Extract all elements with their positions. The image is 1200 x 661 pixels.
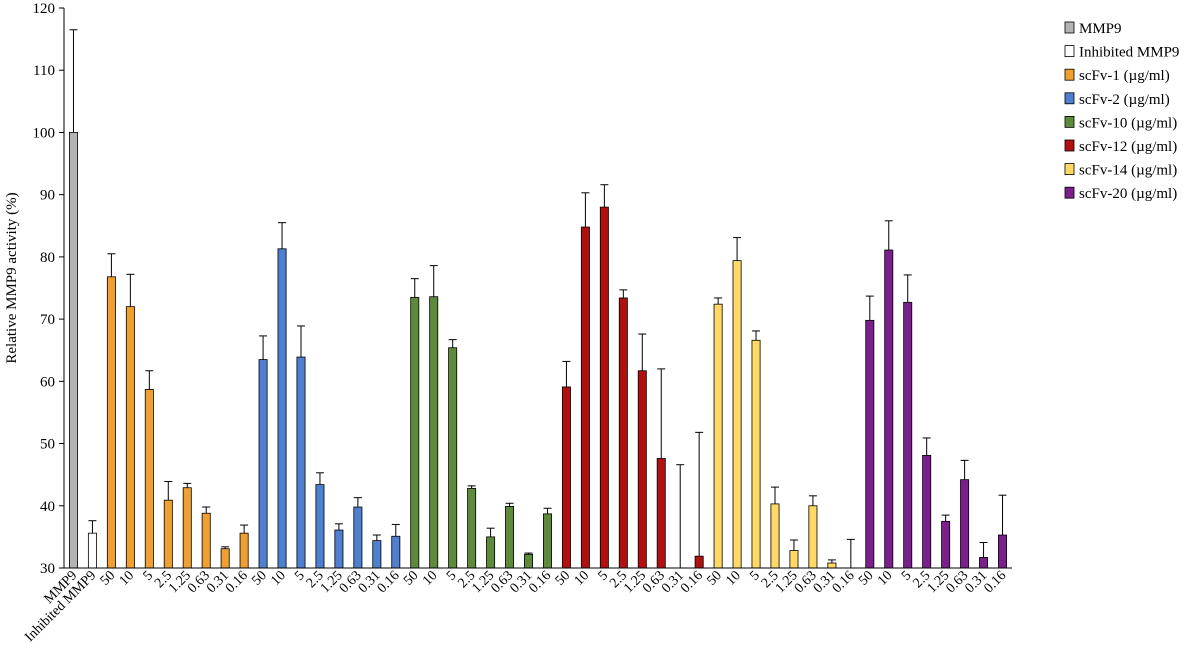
bar: [277, 248, 287, 569]
x-tick-label: 0.16: [526, 568, 554, 596]
bar: [998, 534, 1007, 569]
bar: [580, 226, 590, 569]
x-tick-label: 0.16: [830, 568, 858, 596]
legend-swatch: [1064, 21, 1075, 34]
legend-label: scFv-14 (µg/ml): [1079, 163, 1177, 179]
legend-swatch: [1064, 68, 1075, 81]
bar: [656, 458, 666, 569]
legend-label: scFv-10 (µg/ml): [1079, 115, 1177, 131]
bar: [315, 484, 325, 569]
y-tick-label: 120: [33, 1, 56, 17]
bar: [618, 297, 628, 569]
bar: [827, 562, 837, 569]
y-tick-label: 60: [40, 374, 55, 390]
legend-swatch: [1064, 139, 1075, 152]
x-tick-label: 10: [268, 568, 289, 589]
bar: [770, 503, 780, 569]
x-tick-label: 0.16: [223, 568, 251, 596]
bar: [144, 389, 154, 569]
bar: [599, 206, 609, 569]
bar: [505, 505, 515, 569]
x-tick-label: 10: [572, 568, 593, 589]
legend-label: Inhibited MMP9: [1079, 45, 1179, 61]
bar: [467, 487, 477, 569]
bar: [106, 276, 116, 569]
bar: [922, 454, 932, 569]
bar: [296, 356, 306, 569]
legend-swatch: [1064, 116, 1075, 128]
bar: [410, 296, 420, 569]
bar: [486, 536, 496, 569]
y-tick-label: 80: [40, 250, 55, 266]
x-tick-label: 10: [420, 568, 441, 589]
bar: [524, 553, 533, 569]
y-tick-label: 30: [40, 561, 55, 577]
legend-label: scFv-20 (µg/ml): [1079, 186, 1177, 202]
bar: [372, 540, 382, 569]
bar: [865, 319, 875, 569]
y-tick-label: 40: [40, 499, 55, 515]
x-tick-label: 0.16: [981, 568, 1009, 596]
y-axis-label: Relative MMP9 activity (%): [4, 192, 20, 363]
bar: [808, 505, 818, 569]
x-tick-label: 10: [117, 568, 138, 589]
legend-label: scFv-2 (µg/ml): [1079, 92, 1170, 108]
bar: [713, 303, 723, 569]
bar: [182, 487, 192, 569]
bar: [732, 260, 742, 569]
x-tick-label: 50: [704, 568, 725, 589]
legend-label: MMP9: [1079, 21, 1122, 37]
bar: [884, 249, 894, 569]
y-tick-label: 50: [40, 437, 55, 453]
bar: [448, 347, 458, 569]
y-axis: 30 40 50 60 70 80 90 100 110 120: [33, 1, 65, 577]
bar: [391, 535, 401, 569]
x-tick-label: 50: [98, 568, 119, 589]
legend-swatch: [1064, 92, 1075, 105]
bar: [637, 370, 647, 569]
bar: [87, 532, 97, 569]
x-tick-label: 0.16: [375, 568, 403, 596]
bar: [239, 532, 249, 569]
x-tick-label: 0.16: [678, 568, 706, 596]
bar: [163, 499, 173, 569]
legend-label: scFv-1 (µg/ml): [1079, 68, 1170, 84]
bar: [903, 301, 913, 569]
y-tick-label: 90: [40, 188, 55, 204]
bar: [751, 339, 761, 569]
x-tick-label: 50: [401, 568, 422, 589]
x-tick-label: 10: [723, 568, 744, 589]
legend-swatch: [1064, 186, 1075, 199]
bar: [561, 386, 571, 569]
bar: [941, 520, 951, 569]
bar: [960, 479, 970, 569]
bar: [429, 296, 439, 569]
bar: [789, 550, 799, 569]
bar: [258, 359, 268, 569]
x-tick-label: 50: [249, 568, 270, 589]
bar: [543, 513, 552, 569]
x-tick-label: 10: [875, 568, 896, 589]
x-tick-label: 50: [856, 568, 877, 589]
bar: [201, 512, 211, 569]
bars: [69, 29, 1007, 569]
bar: [694, 555, 704, 569]
legend: MMP9 Inhibited MMP9 scFv-1 (µg/ml) scFv-2 (…: [1064, 21, 1179, 202]
y-tick-label: 110: [33, 63, 55, 79]
legend-swatch: [1064, 45, 1075, 57]
bar: [69, 132, 78, 569]
bar: [220, 548, 230, 569]
bar: [979, 557, 989, 569]
bar: [334, 529, 344, 569]
legend-label: scFv-12 (µg/ml): [1079, 139, 1177, 155]
y-tick-label: 70: [40, 312, 55, 328]
x-tick-label: 50: [553, 568, 574, 589]
y-tick-label: 100: [33, 125, 56, 141]
bar: [125, 306, 135, 569]
legend-swatch: [1064, 163, 1075, 176]
bar: [353, 506, 363, 569]
